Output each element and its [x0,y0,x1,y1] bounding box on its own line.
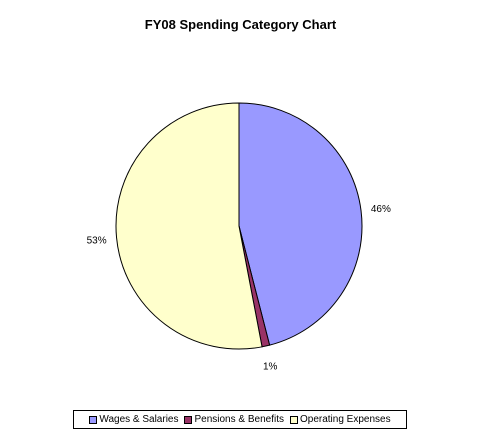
pie-slice-operating-expenses [115,102,263,350]
slice-label: 46% [371,204,391,215]
chart-title: FY08 Spending Category Chart [144,17,337,32]
slice-label: 53% [87,235,107,246]
chart-legend: Wages & Salaries Pensions & Benefits Ope… [73,410,407,429]
legend-label: Wages & Salaries [99,414,179,425]
legend-item-wages: Wages & Salaries [89,414,178,425]
legend-item-pensions: Pensions & Benefits [184,414,284,425]
legend-label: Pensions & Benefits [194,414,284,425]
legend-swatch [289,415,298,424]
slice-label: 1% [263,362,278,373]
pie-slice-wages-salaries [238,102,363,346]
legend-swatch [184,415,193,424]
legend-label: Operating Expenses [299,414,391,425]
legend-item-operating: Operating Expenses [289,414,391,425]
legend-swatch [89,415,98,424]
